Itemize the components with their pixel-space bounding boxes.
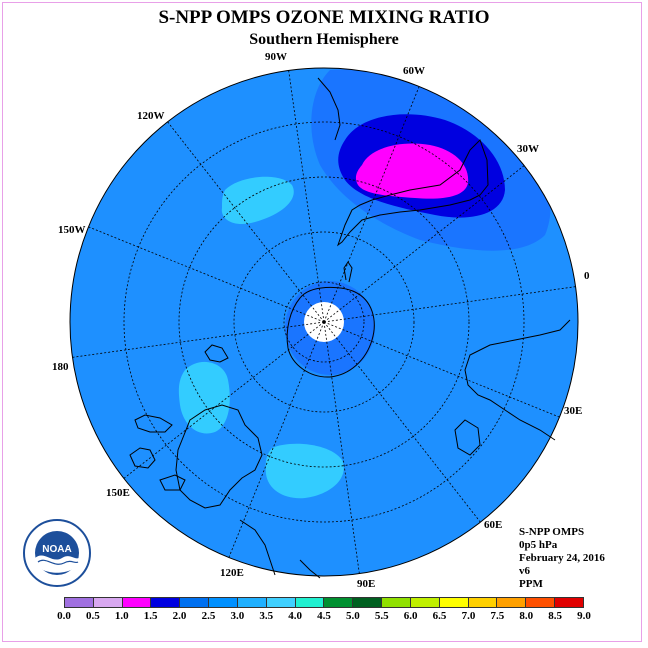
lon-label-120e: 120E [220, 567, 244, 579]
contour-3.0-3.5-west [221, 176, 294, 225]
se-asia-coast [239, 519, 276, 576]
colorbar-tick-label: 2.5 [201, 610, 216, 622]
colorbar-tick-labels: 0.0 0.5 1.0 1.5 2.0 2.5 3.0 3.5 4.0 4.5 5.0 5.5 6.0 6… [0, 610, 648, 624]
longitude-labels: 90W 60W 120W 30W 150W 0 180 30E 150E 60E… [52, 51, 590, 590]
colorbar-tick-label: 5.0 [346, 610, 360, 622]
colorbar-tick-label: 4.0 [288, 610, 302, 622]
colorbar-segment [497, 597, 527, 608]
colorbar-segment [295, 597, 325, 608]
lon-label-150w: 150W [58, 224, 86, 236]
new-zealand-coast [204, 344, 229, 363]
lon-label-120w: 120W [137, 110, 165, 122]
colorbar-segment [410, 597, 440, 608]
india-coast [299, 559, 321, 579]
lon-label-60e: 60E [484, 519, 502, 531]
lon-label-30e: 30E [564, 405, 582, 417]
colorbar-segment [64, 597, 94, 608]
colorbar-tick-label: 3.0 [230, 610, 245, 622]
colorbar-tick-label: 5.5 [374, 610, 389, 622]
colorbar-segment [526, 597, 556, 608]
colorbar-segment [439, 597, 469, 608]
colorbar-segment [151, 597, 181, 608]
colorbar-tick-label: 2.0 [172, 610, 187, 622]
colorbar-segment [93, 597, 123, 608]
colorbar-segment [353, 597, 383, 608]
noaa-logo: NOAA [23, 519, 91, 587]
map-title: S-NPP OMPS OZONE MIXING RATIO [158, 7, 490, 28]
madagascar-coast [454, 419, 481, 456]
lon-label-60w: 60W [403, 65, 425, 77]
colorbar-tick-label: 3.5 [259, 610, 274, 622]
colorbar-segment [382, 597, 411, 608]
latitude-circle [233, 231, 415, 413]
latitude-circle [178, 176, 470, 468]
map-subtitle: Southern Hemisphere [249, 31, 399, 48]
graticule [72, 70, 576, 574]
colorbar-tick-label: 8.5 [548, 610, 562, 622]
colorbar-tick-label: 6.5 [432, 610, 447, 622]
colorbar-tick-label: 8.0 [519, 610, 534, 622]
australia-coast [175, 404, 263, 509]
colorbar-segment [266, 597, 296, 608]
info-date: February 24, 2016 [519, 552, 605, 564]
svg-text:NOAA: NOAA [42, 544, 71, 555]
colorbar-tick-label: 9.0 [577, 610, 591, 622]
colorbar-segment [122, 597, 152, 608]
colorbar-tick-label: 6.0 [403, 610, 418, 622]
indonesia-coast [129, 447, 186, 491]
colorbar-tick-label: 4.5 [317, 610, 331, 622]
product-info: S-NPP OMPS 0p5 hPa February 24, 2016 v6 … [519, 526, 605, 591]
latitude-circle [283, 281, 365, 363]
map-boundary [69, 67, 579, 577]
colorbar-segment [237, 597, 267, 608]
contour-3.0-3.5-south [178, 361, 230, 434]
colorbar-tick-label: 7.0 [461, 610, 476, 622]
colorbar-tick-label: 1.0 [114, 610, 129, 622]
info-version: v6 [519, 565, 530, 577]
colorbar-tick-label: 7.5 [490, 610, 505, 622]
antarctic-peninsula-coast [343, 261, 353, 283]
lon-label-180: 180 [52, 361, 69, 373]
colorbar-tick-label: 0.5 [86, 610, 100, 622]
lon-label-90w: 90W [265, 51, 287, 63]
lon-label-150e: 150E [106, 487, 130, 499]
south-america-coast [336, 139, 489, 247]
info-units: PPM [519, 578, 543, 590]
latitude-circle [123, 121, 525, 523]
colorbar-segment [209, 597, 238, 608]
lon-label-30w: 30W [517, 143, 539, 155]
info-level: 0p5 hPa [519, 539, 558, 551]
contour-3.0-3.5-southeast [265, 443, 344, 499]
antarctica-coast [286, 286, 375, 378]
new-guinea-coast [134, 414, 173, 433]
colorbar-segment [180, 597, 210, 608]
colorbar-segment [468, 597, 498, 608]
lon-label-0: 0 [584, 270, 590, 282]
colorbar-segment [324, 597, 354, 608]
lon-label-90e: 90E [357, 578, 375, 590]
colorbar-tick-label: 0.0 [57, 610, 71, 622]
coastlines [129, 77, 571, 579]
colorbar-tick-label: 1.5 [143, 610, 158, 622]
colorbar-segment [555, 597, 584, 608]
info-instrument: S-NPP OMPS [519, 526, 585, 538]
africa-coast [464, 319, 571, 441]
colorbar [64, 597, 584, 608]
south-america-north-coast [317, 77, 341, 141]
